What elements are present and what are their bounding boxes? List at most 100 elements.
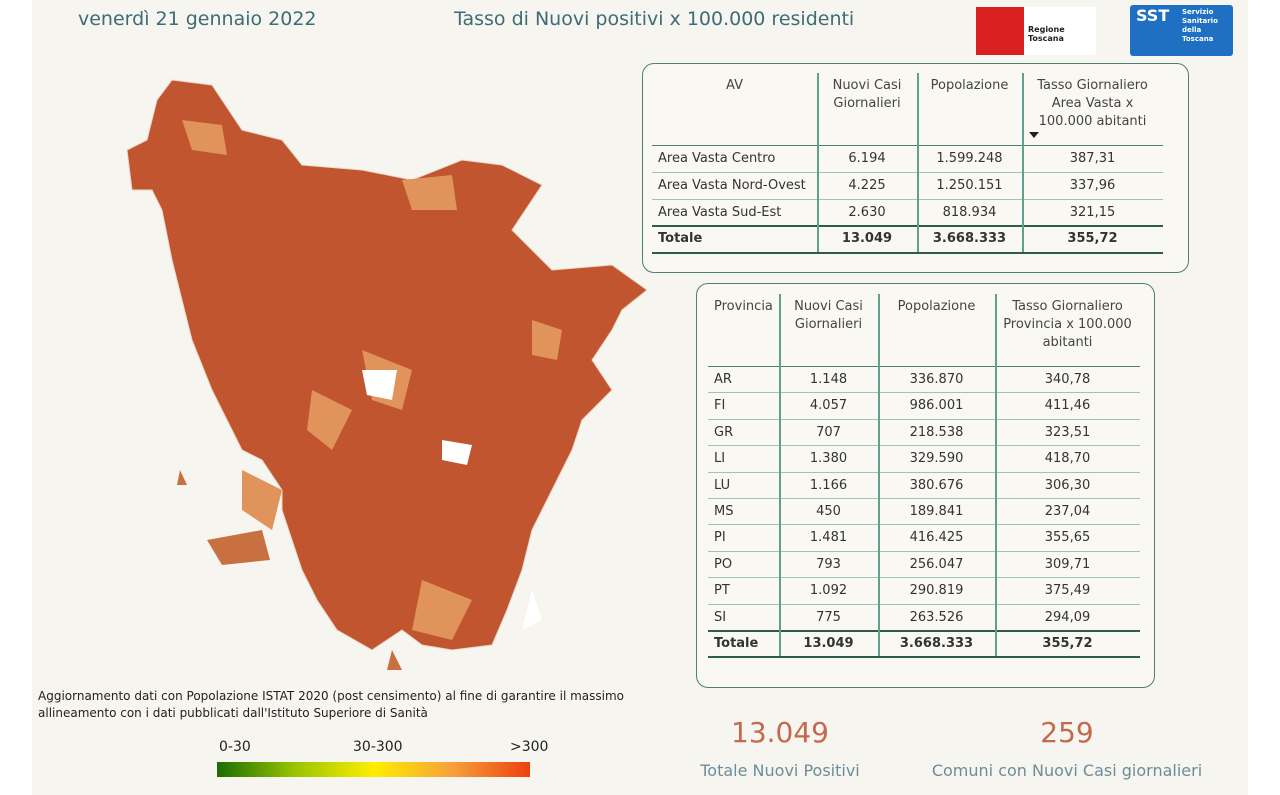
column-rule bbox=[917, 73, 919, 253]
table-cell: 1.166 bbox=[809, 477, 848, 493]
total-cell: Totale bbox=[658, 231, 703, 247]
logo-sst: SST Servizio Sanitario della Toscana bbox=[1130, 5, 1233, 56]
kpi-label: Totale Nuovi Positivi bbox=[700, 761, 860, 780]
total-cell: 3.668.333 bbox=[899, 636, 974, 651]
date: venerdì 21 gennaio 2022 bbox=[78, 8, 317, 30]
kpi-value: 13.049 bbox=[731, 716, 829, 749]
av-table-box bbox=[642, 63, 1189, 273]
table-cell: PT bbox=[714, 583, 730, 599]
table-cell: 321,15 bbox=[1069, 204, 1116, 220]
table-cell: 309,71 bbox=[1044, 556, 1091, 572]
total-cell: 13.049 bbox=[803, 636, 854, 651]
table-cell: 189.841 bbox=[909, 504, 964, 519]
row-rule bbox=[708, 524, 1140, 526]
row-rule bbox=[708, 577, 1140, 579]
column-header: AV bbox=[726, 78, 743, 93]
row-rule bbox=[708, 418, 1140, 420]
logo-region: Regione Toscana bbox=[976, 7, 1096, 55]
column-rule bbox=[995, 294, 997, 657]
table-cell: 337,96 bbox=[1069, 177, 1116, 193]
table-cell: GR bbox=[714, 424, 734, 440]
table-cell: LI bbox=[714, 451, 726, 467]
column-rule bbox=[878, 294, 880, 657]
table-cell: 793 bbox=[816, 556, 841, 572]
table-cell: 294,09 bbox=[1044, 609, 1091, 625]
table-cell: PI bbox=[714, 530, 726, 546]
table-cell: 237,04 bbox=[1044, 504, 1091, 519]
table-cell: 323,51 bbox=[1044, 424, 1091, 440]
total-cell: 3.668.333 bbox=[932, 231, 1007, 247]
logo-region-text: Regione Toscana bbox=[1028, 25, 1065, 43]
table-cell: 1.250.151 bbox=[936, 177, 1003, 193]
total-cell: 355,72 bbox=[1042, 636, 1093, 651]
table-cell: 340,78 bbox=[1044, 372, 1091, 387]
column-header: Popolazione bbox=[897, 299, 976, 314]
table-cell: 256.047 bbox=[909, 556, 964, 572]
table-cell: Area Vasta Sud-Est bbox=[658, 204, 782, 220]
row-rule bbox=[708, 550, 1140, 552]
legend-label: >300 bbox=[510, 739, 549, 755]
column-header: Popolazione bbox=[930, 78, 1009, 93]
note: Aggiornamento dati con Popolazione ISTAT… bbox=[38, 689, 625, 720]
table-cell: 218.538 bbox=[909, 424, 964, 440]
row-rule bbox=[708, 471, 1140, 473]
row-rule bbox=[708, 445, 1140, 447]
column-rule bbox=[1022, 73, 1024, 253]
table-cell: 1.481 bbox=[809, 530, 848, 546]
map-no-data bbox=[362, 370, 542, 630]
table-cell: 986.001 bbox=[909, 398, 964, 414]
table-cell: FI bbox=[714, 398, 726, 414]
table-cell: 375,49 bbox=[1044, 583, 1091, 599]
table-cell: 1.380 bbox=[809, 451, 848, 467]
row-rule bbox=[652, 171, 1163, 173]
column-header: Provincia bbox=[714, 299, 773, 314]
table-cell: 329.590 bbox=[909, 451, 964, 467]
table-cell: 1.148 bbox=[809, 372, 848, 387]
row-rule bbox=[708, 392, 1140, 394]
row-rule bbox=[652, 198, 1163, 200]
table-cell: 707 bbox=[816, 424, 841, 440]
province-table-box bbox=[696, 283, 1155, 688]
map bbox=[126, 79, 648, 670]
table-cell: MS bbox=[714, 504, 734, 519]
total-cell: 13.049 bbox=[841, 231, 893, 247]
row-rule bbox=[708, 498, 1140, 499]
table-cell: 4.057 bbox=[809, 398, 848, 414]
column-rule bbox=[779, 294, 781, 657]
table-cell: 818.934 bbox=[942, 204, 997, 220]
table-cell: 416.425 bbox=[909, 530, 964, 546]
header-rule bbox=[652, 145, 1163, 146]
total-cell: 355,72 bbox=[1067, 231, 1118, 247]
table-cell: LU bbox=[714, 477, 731, 493]
table-cell: Area Vasta Nord-Ovest bbox=[658, 177, 806, 193]
table-cell: 263.526 bbox=[909, 609, 964, 625]
column-rule bbox=[817, 73, 819, 253]
column-header: Nuovi Casi Giornalieri bbox=[832, 78, 902, 111]
row-rule bbox=[652, 225, 1163, 228]
table-cell: Area Vasta Centro bbox=[658, 151, 776, 166]
table-cell: 450 bbox=[816, 504, 841, 519]
table-cell: 387,31 bbox=[1069, 151, 1116, 166]
title: Tasso di Nuovi positivi x 100.000 reside… bbox=[454, 8, 855, 30]
table-cell: 290.819 bbox=[909, 583, 964, 599]
table-cell: 1.599.248 bbox=[936, 151, 1003, 166]
table-cell: 418,70 bbox=[1044, 451, 1091, 467]
legend-label: 30-300 bbox=[353, 739, 403, 755]
logo-sst-text: Servizio Sanitario della Toscana bbox=[1182, 8, 1218, 43]
header-rule bbox=[708, 366, 1140, 367]
table-cell: 411,46 bbox=[1044, 398, 1091, 414]
row-rule bbox=[708, 603, 1140, 605]
total-cell: Totale bbox=[714, 636, 759, 651]
table-cell: SI bbox=[714, 609, 727, 625]
table-cell: 775 bbox=[816, 609, 841, 625]
row-rule bbox=[708, 630, 1140, 632]
table-cell: 2.630 bbox=[848, 204, 886, 220]
table-cell: 336.870 bbox=[909, 372, 964, 387]
logo-flag bbox=[976, 7, 1024, 55]
row-rule bbox=[652, 252, 1163, 255]
kpi-value: 259 bbox=[1040, 716, 1094, 749]
table-cell: 6.194 bbox=[848, 151, 886, 166]
column-header: Tasso Giornaliero Provincia x 100.000 ab… bbox=[1003, 299, 1132, 350]
table-cell: 380.676 bbox=[909, 477, 964, 493]
row-rule bbox=[708, 656, 1140, 659]
